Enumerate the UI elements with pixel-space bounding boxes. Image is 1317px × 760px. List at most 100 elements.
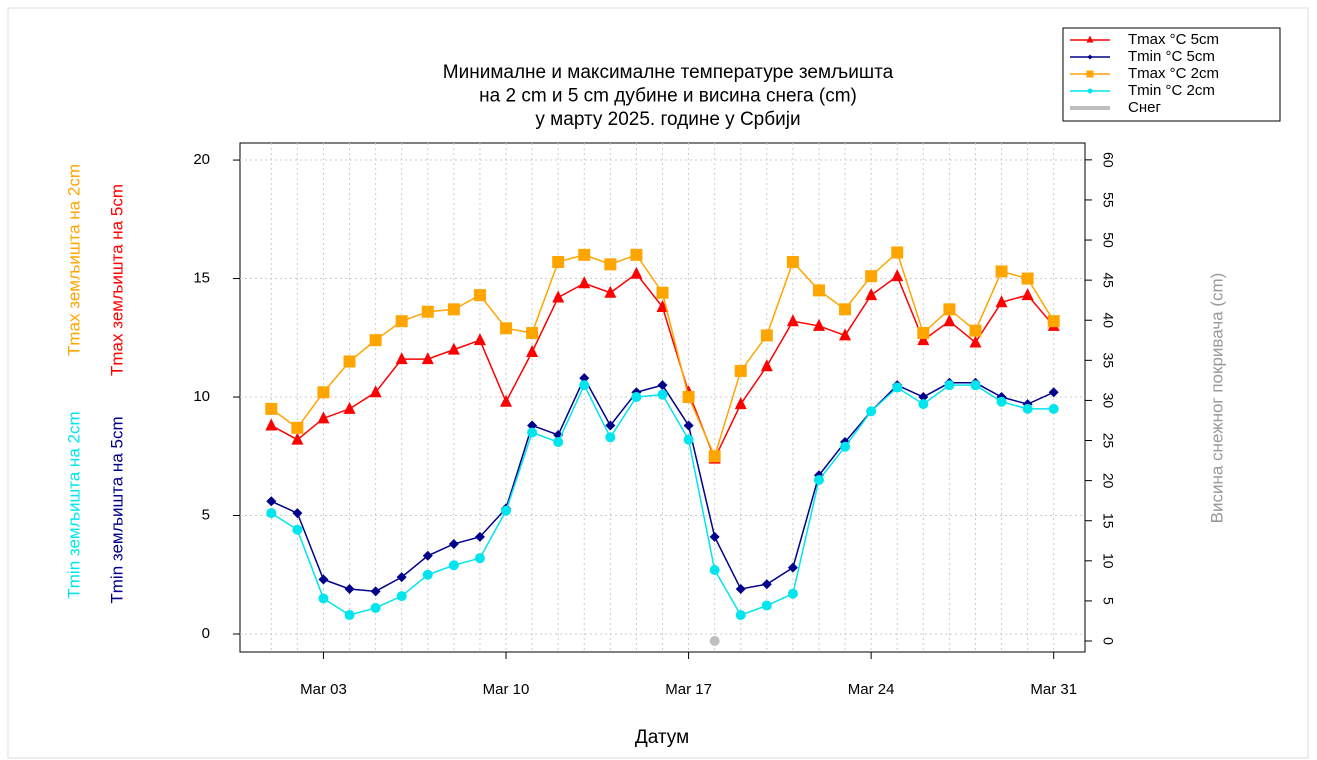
marker bbox=[291, 421, 304, 434]
chart-title: Минималне и максималне температуре земљи… bbox=[443, 62, 894, 83]
marker bbox=[344, 610, 355, 621]
y2-tick-label: 5 bbox=[1100, 597, 1116, 605]
frame bbox=[7, 7, 1309, 759]
marker bbox=[708, 450, 721, 463]
y-tick-label: 20 bbox=[193, 151, 210, 168]
marker bbox=[317, 386, 330, 399]
marker bbox=[631, 392, 642, 403]
y2-tick-label: 45 bbox=[1100, 272, 1116, 288]
marker bbox=[630, 248, 643, 261]
marker bbox=[579, 373, 590, 384]
y2-tick-label: 0 bbox=[1100, 637, 1116, 645]
marker bbox=[578, 276, 591, 289]
marker bbox=[422, 550, 433, 561]
marker bbox=[552, 290, 565, 303]
y-tick-label: 15 bbox=[193, 270, 210, 287]
marker bbox=[605, 420, 616, 431]
marker bbox=[865, 270, 878, 283]
marker bbox=[892, 382, 903, 393]
y-axis-label: Tmin земљишта на 2cm bbox=[64, 411, 83, 598]
marker bbox=[891, 269, 904, 282]
x-tick-label: Mar 17 bbox=[665, 681, 712, 698]
marker bbox=[761, 600, 772, 611]
marker bbox=[1086, 35, 1094, 43]
legend-label: Tmin °C 2cm bbox=[1128, 82, 1215, 99]
marker bbox=[553, 437, 564, 448]
marker bbox=[318, 574, 329, 585]
marker bbox=[500, 322, 513, 335]
y2-tick-label: 60 bbox=[1100, 152, 1116, 168]
y-tick-label: 0 bbox=[202, 625, 210, 642]
y2-axis-label: Висина снежног покривача (cm) bbox=[1207, 273, 1226, 524]
marker bbox=[500, 394, 513, 407]
marker bbox=[448, 560, 459, 571]
marker bbox=[969, 324, 982, 337]
marker bbox=[1047, 315, 1060, 328]
marker bbox=[996, 396, 1007, 407]
marker bbox=[1087, 88, 1093, 94]
marker bbox=[447, 303, 460, 316]
marker bbox=[944, 380, 955, 391]
marker bbox=[579, 380, 590, 391]
marker bbox=[317, 411, 330, 424]
marker bbox=[578, 248, 591, 261]
chart-title: у марту 2025. године у Србији bbox=[535, 109, 800, 130]
marker bbox=[292, 508, 303, 519]
marker bbox=[473, 289, 486, 302]
marker bbox=[396, 591, 407, 602]
marker bbox=[1022, 403, 1033, 414]
y2-tick-label: 25 bbox=[1100, 433, 1116, 449]
legend-label: Tmax °C 2cm bbox=[1128, 65, 1219, 82]
x-tick-label: Mar 24 bbox=[848, 681, 895, 698]
marker bbox=[291, 432, 304, 445]
marker bbox=[839, 328, 852, 341]
marker bbox=[995, 265, 1008, 278]
y-tick-label: 10 bbox=[193, 388, 210, 405]
marker bbox=[1086, 70, 1094, 78]
marker bbox=[787, 562, 798, 573]
marker bbox=[474, 553, 485, 564]
y2-tick-label: 30 bbox=[1100, 393, 1116, 409]
marker bbox=[604, 285, 617, 298]
marker bbox=[891, 246, 904, 259]
marker bbox=[657, 389, 668, 400]
y2-tick-label: 50 bbox=[1100, 232, 1116, 248]
marker bbox=[266, 508, 277, 519]
marker bbox=[760, 329, 773, 342]
y-axis-label: Tmax земљишта на 5cm bbox=[107, 184, 126, 376]
chart-title: на 2 cm и 5 cm дубине и висина снега (cm… bbox=[479, 86, 857, 107]
marker bbox=[839, 303, 852, 316]
marker bbox=[369, 385, 382, 398]
marker bbox=[395, 352, 408, 365]
marker bbox=[917, 327, 930, 340]
marker bbox=[421, 305, 434, 318]
marker bbox=[970, 380, 981, 391]
marker bbox=[448, 538, 459, 549]
marker bbox=[761, 579, 772, 590]
marker bbox=[1021, 272, 1034, 285]
marker bbox=[735, 610, 746, 621]
marker bbox=[370, 586, 381, 597]
marker bbox=[344, 583, 355, 594]
marker bbox=[969, 335, 982, 348]
marker bbox=[343, 355, 356, 368]
marker bbox=[474, 531, 485, 542]
marker bbox=[369, 334, 382, 347]
marker bbox=[501, 505, 512, 516]
marker bbox=[422, 569, 433, 580]
marker bbox=[395, 315, 408, 328]
marker bbox=[734, 397, 747, 410]
marker bbox=[865, 288, 878, 301]
x-tick-label: Mar 10 bbox=[483, 681, 530, 698]
marker bbox=[656, 299, 669, 312]
marker bbox=[605, 432, 616, 443]
x-tick-label: Mar 03 bbox=[300, 681, 347, 698]
marker bbox=[709, 636, 720, 647]
marker bbox=[787, 588, 798, 599]
marker bbox=[812, 318, 825, 331]
marker bbox=[527, 420, 538, 431]
marker bbox=[421, 352, 434, 365]
marker bbox=[630, 266, 643, 279]
marker bbox=[657, 380, 668, 391]
marker bbox=[786, 255, 799, 268]
